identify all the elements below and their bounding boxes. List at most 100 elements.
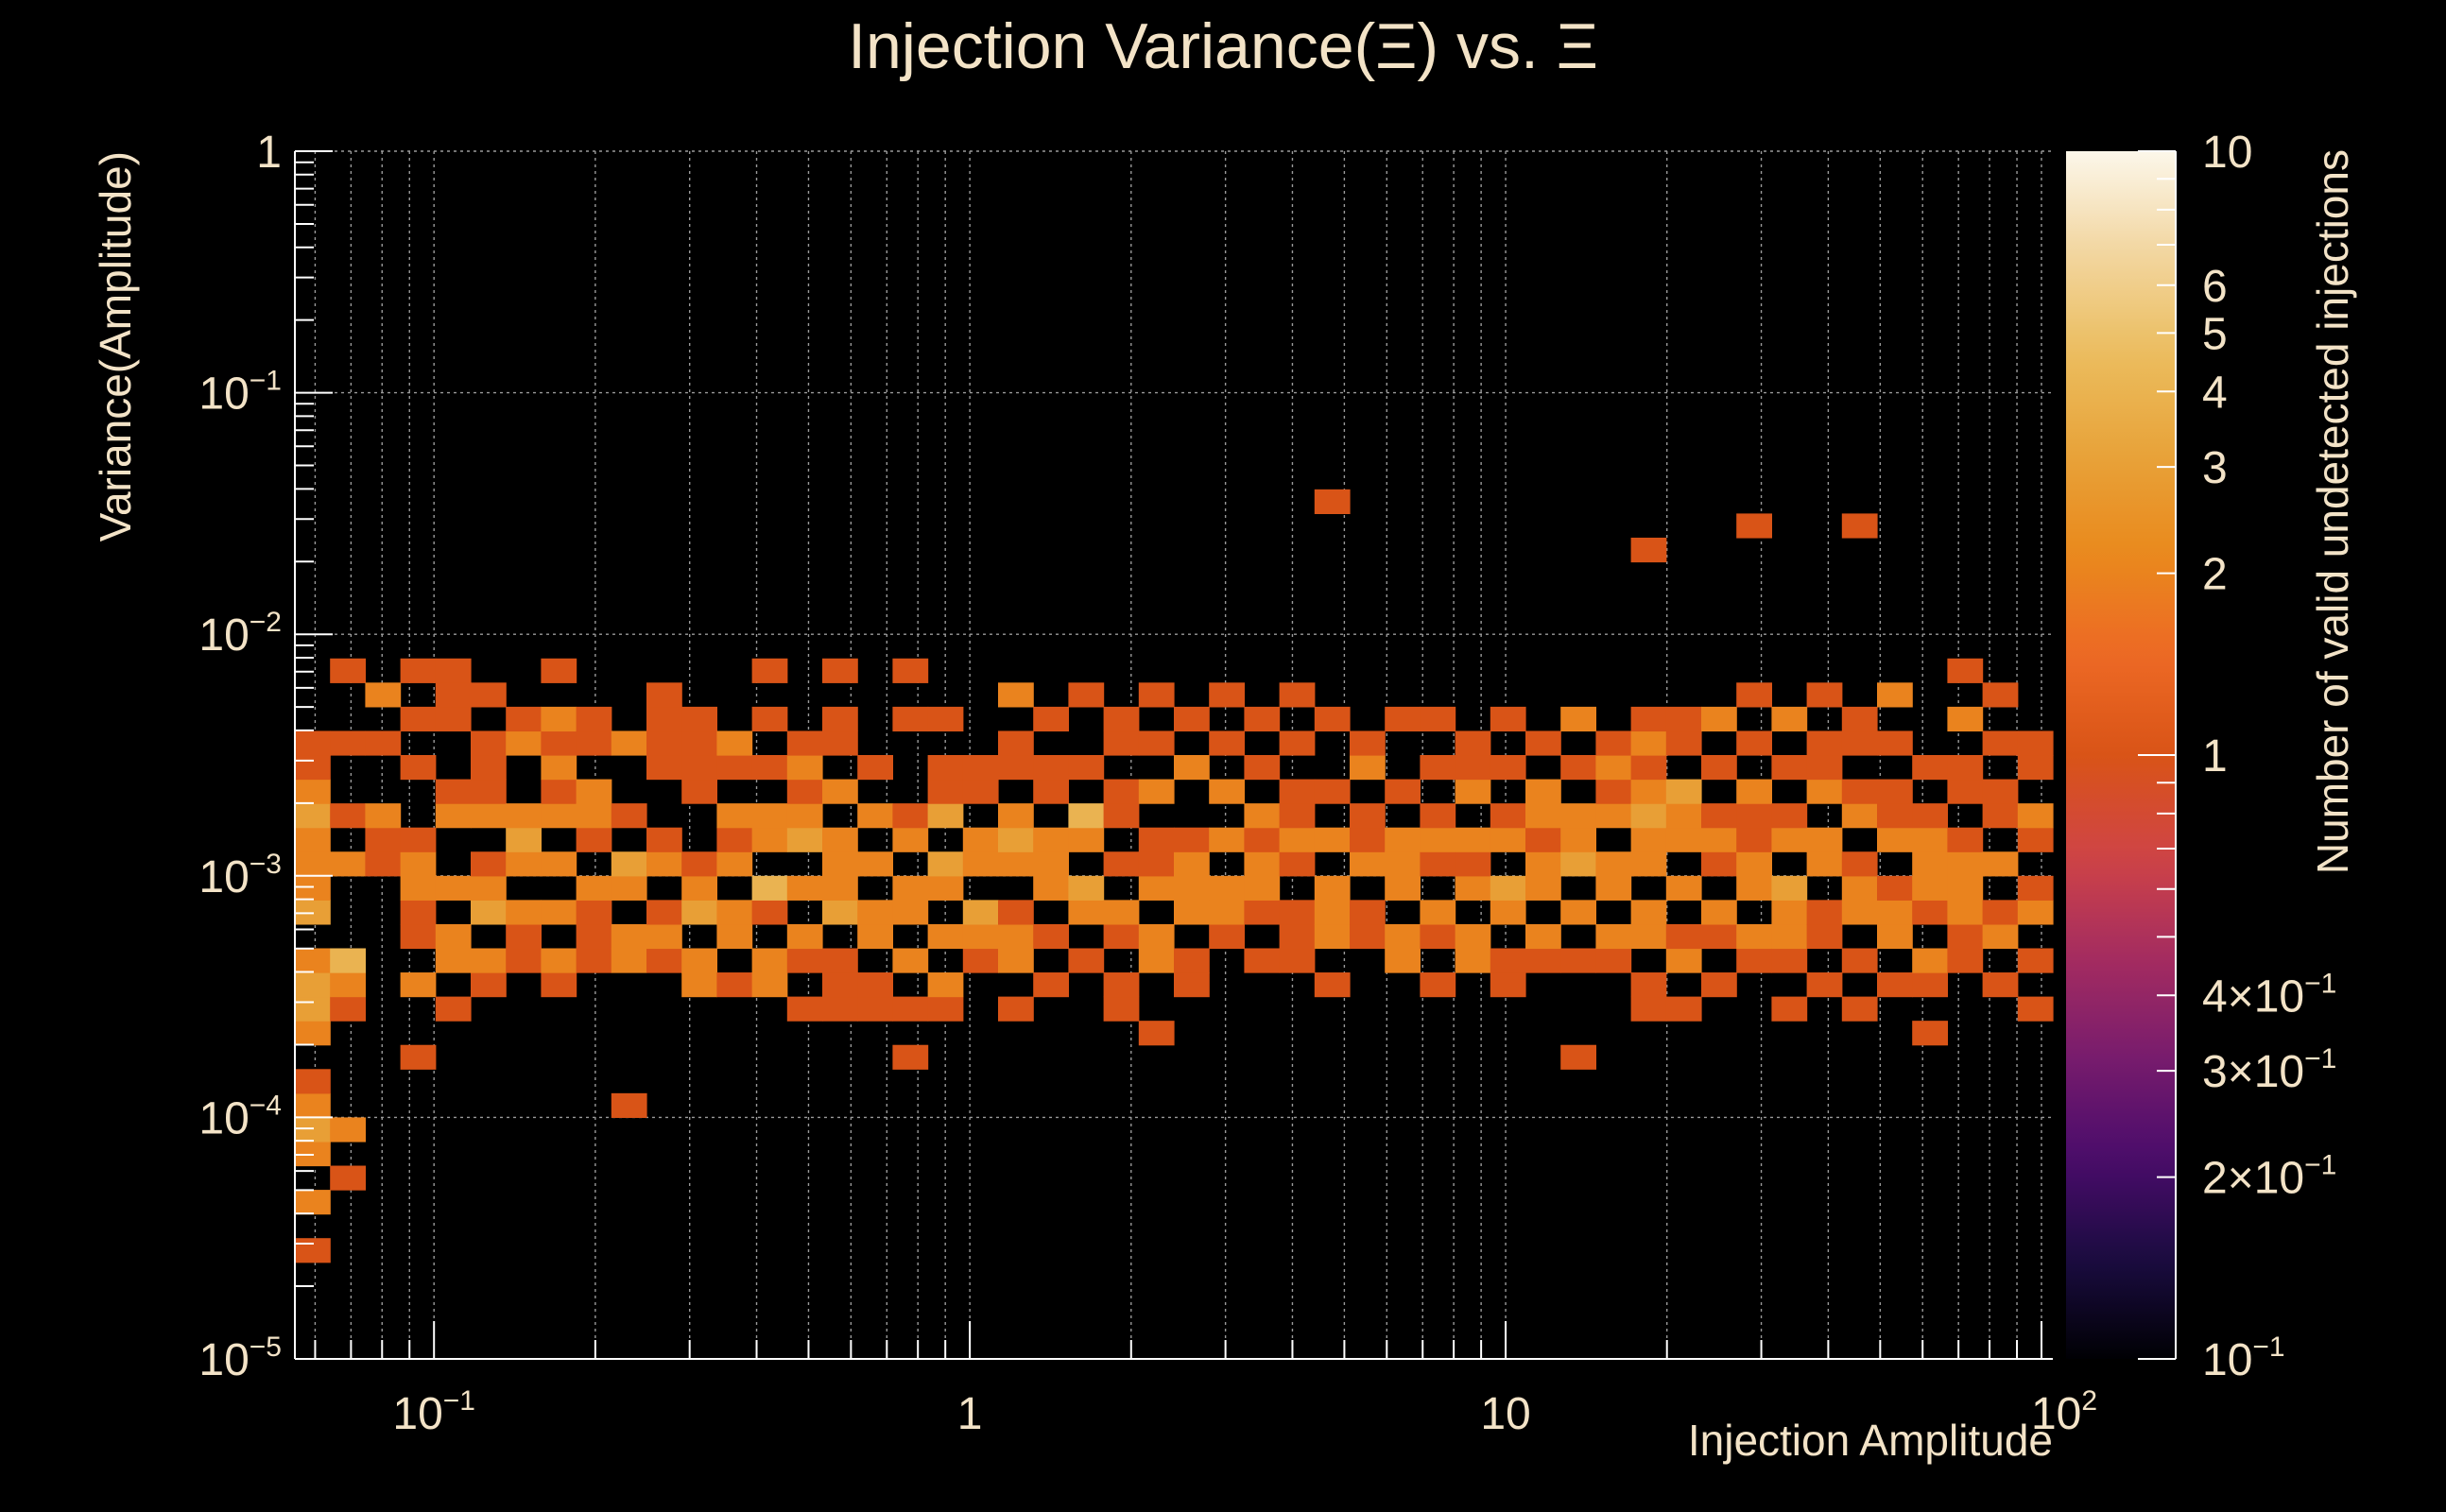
heatmap-cell bbox=[646, 900, 682, 925]
heatmap-cell bbox=[751, 706, 788, 732]
heatmap-cell bbox=[1877, 803, 1913, 829]
heatmap-cell bbox=[822, 730, 858, 756]
heatmap-cell bbox=[576, 779, 612, 804]
heatmap-cell bbox=[1701, 972, 1737, 998]
heatmap-cell bbox=[1947, 755, 1984, 781]
heatmap-cell bbox=[1138, 730, 1175, 756]
heatmap-cell bbox=[786, 803, 823, 829]
heatmap-cell bbox=[716, 851, 753, 877]
heatmap-cell bbox=[751, 972, 788, 998]
heatmap-cell bbox=[1736, 730, 1772, 756]
heatmap-cell bbox=[962, 827, 999, 852]
heatmap-cell bbox=[1420, 827, 1456, 852]
heatmap-cell bbox=[1525, 851, 1561, 877]
heatmap-cell bbox=[1490, 900, 1526, 925]
heatmap-cell bbox=[1630, 972, 1667, 998]
heatmap-cell bbox=[1806, 923, 1843, 950]
heatmap-cell bbox=[786, 779, 823, 804]
heatmap-cell bbox=[646, 948, 682, 973]
heatmap-cell bbox=[822, 948, 858, 973]
heatmap-cell bbox=[611, 948, 647, 973]
heatmap-cell bbox=[681, 779, 717, 804]
heatmap-cell bbox=[1595, 948, 1632, 973]
heatmap-cell bbox=[1174, 827, 1210, 852]
heatmap-cell bbox=[1174, 875, 1210, 901]
heatmap-cell bbox=[295, 1117, 331, 1143]
heatmap-cell bbox=[1665, 923, 1702, 950]
heatmap-cell bbox=[435, 779, 472, 804]
heatmap-cell bbox=[1490, 875, 1526, 901]
heatmap-cell bbox=[1841, 948, 1878, 973]
heatmap-cell bbox=[681, 972, 717, 998]
heatmap-cell bbox=[1841, 900, 1878, 925]
heatmap-cell bbox=[1982, 923, 2019, 950]
heatmap-cell bbox=[681, 851, 717, 877]
heatmap-cell bbox=[1209, 779, 1245, 804]
heatmap-cell bbox=[1244, 851, 1281, 877]
heatmap-cell bbox=[1385, 827, 1421, 852]
heatmap-cell bbox=[1314, 779, 1351, 804]
heatmap-cell bbox=[1033, 779, 1069, 804]
heatmap-cell bbox=[1490, 706, 1526, 732]
heatmap-cell bbox=[1244, 900, 1281, 925]
colorbar-title: Number of valid undetected injections bbox=[2308, 149, 2357, 874]
heatmap-cell bbox=[1841, 996, 1878, 1022]
heatmap-cell bbox=[611, 730, 647, 756]
heatmap-cell bbox=[1912, 803, 1948, 829]
heatmap-cell bbox=[1138, 1021, 1175, 1046]
heatmap-cell bbox=[576, 900, 612, 925]
heatmap-cell bbox=[295, 1021, 331, 1046]
heatmap-cell bbox=[1244, 827, 1281, 852]
heatmap-cell bbox=[1244, 948, 1281, 973]
heatmap-cell bbox=[1525, 923, 1561, 950]
heatmap-cell bbox=[1912, 755, 1948, 781]
y-tick-label: 1 bbox=[256, 128, 282, 178]
heatmap-cell bbox=[892, 803, 929, 829]
heatmap-cell bbox=[822, 827, 858, 852]
heatmap-cell bbox=[1103, 923, 1140, 950]
colorbar-tick-label: 6 bbox=[2202, 262, 2228, 312]
heatmap-cell bbox=[1841, 851, 1878, 877]
heatmap-cell bbox=[1209, 900, 1245, 925]
heatmap-cell bbox=[365, 803, 402, 829]
heatmap-cell bbox=[892, 658, 929, 683]
heatmap-cells bbox=[295, 489, 2054, 1263]
heatmap-cell bbox=[1350, 900, 1386, 925]
heatmap-cell bbox=[1138, 923, 1175, 950]
y-axis-title: Variance(Amplitude) bbox=[91, 151, 140, 541]
heatmap-cell bbox=[892, 827, 929, 852]
heatmap-cell bbox=[1420, 803, 1456, 829]
heatmap-cell bbox=[295, 996, 331, 1022]
heatmap-cell bbox=[1982, 803, 2019, 829]
heatmap-cell bbox=[927, 972, 964, 998]
heatmap-cell bbox=[1630, 851, 1667, 877]
heatmap-cell bbox=[1103, 706, 1140, 732]
heatmap-cell bbox=[1982, 972, 2019, 998]
heatmap-cell bbox=[1947, 658, 1984, 683]
heatmap-cell bbox=[1420, 972, 1456, 998]
heatmap-cell bbox=[1314, 489, 1351, 514]
heatmap-cell bbox=[786, 948, 823, 973]
heatmap-cell bbox=[506, 851, 542, 877]
heatmap-cell bbox=[365, 682, 402, 708]
heatmap-cell bbox=[822, 900, 858, 925]
heatmap-cell bbox=[576, 923, 612, 950]
heatmap-cell bbox=[1385, 706, 1421, 732]
heatmap-cell bbox=[786, 730, 823, 756]
heatmap-cell bbox=[1033, 972, 1069, 998]
heatmap-cell bbox=[1771, 706, 1808, 732]
heatmap-cell bbox=[1841, 875, 1878, 901]
heatmap-cell bbox=[1947, 851, 1984, 877]
heatmap-cell bbox=[1630, 827, 1667, 852]
heatmap-cell bbox=[1560, 803, 1596, 829]
heatmap-cell bbox=[857, 923, 893, 950]
heatmap-cell bbox=[998, 730, 1034, 756]
heatmap-cell bbox=[471, 851, 507, 877]
heatmap-cell bbox=[646, 851, 682, 877]
heatmap-cell bbox=[1455, 730, 1491, 756]
heatmap-cell bbox=[330, 1117, 366, 1143]
heatmap-cell bbox=[1314, 827, 1351, 852]
heatmap-cell bbox=[611, 875, 647, 901]
heatmap-cell bbox=[1385, 923, 1421, 950]
